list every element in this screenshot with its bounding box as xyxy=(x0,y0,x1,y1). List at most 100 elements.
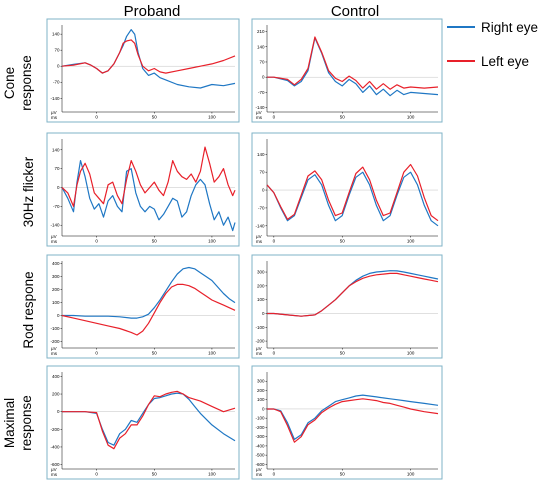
x-tick-label-cone-control-0: 0 xyxy=(273,115,276,120)
y-tick-label-rod-control-100: 100 xyxy=(257,297,265,302)
y-tick-label-maximal-control--200: -200 xyxy=(255,425,265,430)
y-tick-label-flicker-proband--70: -70 xyxy=(53,204,60,209)
panel-frame-flicker-control xyxy=(251,132,443,247)
y-tick-label-maximal-control-100: 100 xyxy=(257,397,265,402)
row-title-flicker: 30Hz flicker xyxy=(21,156,36,227)
x-tick-label-cone-proband-50: 50 xyxy=(152,115,158,120)
x-unit-maximal-control: ms xyxy=(256,472,263,477)
x-tick-label-flicker-proband-100: 100 xyxy=(208,239,216,244)
x-tick-label-rod-proband-0: 0 xyxy=(95,351,98,356)
y-tick-label-rod-control--100: -100 xyxy=(255,325,265,330)
y-tick-label-flicker-control-70: 70 xyxy=(259,170,265,175)
x-tick-label-flicker-proband-50: 50 xyxy=(152,239,158,244)
x-unit-flicker-proband: ms xyxy=(51,239,58,244)
x-tick-label-cone-proband-0: 0 xyxy=(95,115,98,120)
row-title-rod: Rod respone xyxy=(21,271,36,348)
y-tick-label-maximal-control--100: -100 xyxy=(255,416,265,421)
x-tick-label-rod-proband-50: 50 xyxy=(152,351,158,356)
x-tick-label-flicker-control-50: 50 xyxy=(340,239,346,244)
y-unit-flicker-control: μV xyxy=(256,234,262,239)
x-tick-label-cone-control-100: 100 xyxy=(407,115,415,120)
x-unit-cone-proband: ms xyxy=(51,115,58,120)
x-tick-label-rod-control-50: 50 xyxy=(340,351,346,356)
series-line-flicker-proband-right-eye xyxy=(61,160,236,232)
y-tick-label-maximal-control--600: -600 xyxy=(255,462,265,467)
y-tick-label-flicker-control-140: 140 xyxy=(257,152,265,157)
series-line-flicker-control-left-eye xyxy=(266,163,439,222)
y-tick-label-rod-control-200: 200 xyxy=(257,283,265,288)
series-line-cone-proband-left-eye xyxy=(61,39,236,74)
y-tick-label-flicker-proband-140: 140 xyxy=(52,147,60,152)
y-tick-label-cone-control-70: 70 xyxy=(259,59,265,64)
panel-frame-rod-control xyxy=(251,254,443,359)
y-unit-rod-proband: μV xyxy=(51,346,57,351)
series-line-rod-control-left-eye xyxy=(267,272,439,317)
column-title-proband: Proband xyxy=(124,3,181,20)
legend-label-right-eye: Right eye xyxy=(481,20,538,35)
y-tick-label-rod-proband-400: 400 xyxy=(52,261,60,266)
y-tick-label-maximal-control-300: 300 xyxy=(257,379,265,384)
y-tick-label-flicker-proband--140: -140 xyxy=(50,223,60,228)
panel-maximal-control: 300 200 100 0 -100 -200 -300 -400 -500 -600 0 50 100… xyxy=(251,365,443,480)
y-tick-label-rod-proband-200: 200 xyxy=(52,287,60,292)
panel-frame-maximal-control xyxy=(251,365,443,480)
row-title-cone: Cone response xyxy=(2,55,34,111)
y-tick-label-cone-control-0: 0 xyxy=(262,75,265,80)
y-tick-label-cone-control--140: -140 xyxy=(255,105,265,110)
y-tick-label-flicker-proband-0: 0 xyxy=(57,185,60,190)
x-tick-label-cone-proband-100: 100 xyxy=(208,115,216,120)
panel-frame-cone-proband xyxy=(46,18,240,123)
x-tick-label-maximal-control-0: 0 xyxy=(273,472,276,477)
y-tick-label-cone-proband-0: 0 xyxy=(57,64,60,69)
y-tick-label-maximal-control--300: -300 xyxy=(255,434,265,439)
y-unit-rod-control: μV xyxy=(256,346,262,351)
row-title-maximal-line1: Maximal xyxy=(2,398,17,448)
y-tick-label-cone-control-210: 210 xyxy=(257,29,265,34)
panel-frame-maximal-proband xyxy=(46,365,240,480)
x-tick-label-rod-control-100: 100 xyxy=(407,351,415,356)
legend-label-left-eye: Left eye xyxy=(481,54,529,69)
y-tick-label-maximal-proband-400: 400 xyxy=(52,374,60,379)
y-tick-label-rod-proband-100: 100 xyxy=(52,300,60,305)
y-unit-cone-control: μV xyxy=(256,110,262,115)
series-line-maximal-proband-left-eye xyxy=(62,390,236,450)
x-tick-label-flicker-control-100: 100 xyxy=(407,239,415,244)
x-tick-label-maximal-control-100: 100 xyxy=(407,472,415,477)
y-tick-label-cone-proband--140: -140 xyxy=(50,96,60,101)
x-unit-maximal-proband: ms xyxy=(51,472,58,477)
y-tick-label-rod-proband-0: 0 xyxy=(57,313,60,318)
legend: Right eye Left eye xyxy=(447,20,538,69)
y-tick-label-cone-control--70: -70 xyxy=(258,90,265,95)
y-tick-label-rod-control--200: -200 xyxy=(255,339,265,344)
y-tick-label-maximal-control-200: 200 xyxy=(257,388,265,393)
row-title-cone-line2: response xyxy=(19,55,34,111)
y-tick-label-flicker-control--70: -70 xyxy=(258,205,265,210)
x-tick-label-flicker-control-0: 0 xyxy=(273,239,276,244)
y-tick-label-maximal-proband-200: 200 xyxy=(52,392,60,397)
y-tick-label-rod-proband-300: 300 xyxy=(52,274,60,279)
y-tick-label-maximal-control--500: -500 xyxy=(255,453,265,458)
panel-frame-cone-control xyxy=(251,18,443,123)
series-line-flicker-proband-left-eye xyxy=(61,146,236,207)
y-tick-label-maximal-proband--200: -200 xyxy=(50,427,60,432)
y-unit-flicker-proband: μV xyxy=(51,234,57,239)
x-unit-rod-control: ms xyxy=(256,351,263,356)
y-tick-label-maximal-control--400: -400 xyxy=(255,443,265,448)
y-unit-maximal-control: μV xyxy=(256,467,262,472)
series-line-rod-proband-right-eye xyxy=(62,266,236,319)
y-tick-label-flicker-proband-70: 70 xyxy=(54,166,60,171)
y-unit-maximal-proband: μV xyxy=(51,467,57,472)
x-tick-label-maximal-proband-0: 0 xyxy=(95,472,98,477)
y-tick-label-rod-control-300: 300 xyxy=(257,270,265,275)
y-unit-cone-proband: μV xyxy=(51,110,57,115)
row-title-cone-line1: Cone xyxy=(2,67,17,99)
y-tick-label-rod-proband--200: -200 xyxy=(50,339,60,344)
y-tick-label-cone-proband-70: 70 xyxy=(54,48,60,53)
